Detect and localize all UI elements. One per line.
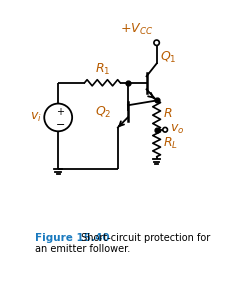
- Text: $-$: $-$: [55, 118, 65, 128]
- Text: $v_o$: $v_o$: [169, 123, 183, 136]
- Text: Figure 15.40: Figure 15.40: [35, 233, 109, 243]
- Text: $+V_{CC}$: $+V_{CC}$: [119, 22, 152, 36]
- Text: $v_i$: $v_i$: [30, 111, 42, 124]
- Text: $Q_1$: $Q_1$: [160, 50, 176, 65]
- Text: $R$: $R$: [162, 107, 172, 120]
- Text: $R_1$: $R_1$: [94, 62, 110, 77]
- Text: $R_L$: $R_L$: [162, 136, 177, 151]
- Text: +: +: [56, 107, 64, 117]
- Text: Short-circuit protection for: Short-circuit protection for: [77, 233, 209, 243]
- Text: an emitter follower.: an emitter follower.: [35, 244, 130, 254]
- Text: $Q_2$: $Q_2$: [95, 105, 111, 120]
